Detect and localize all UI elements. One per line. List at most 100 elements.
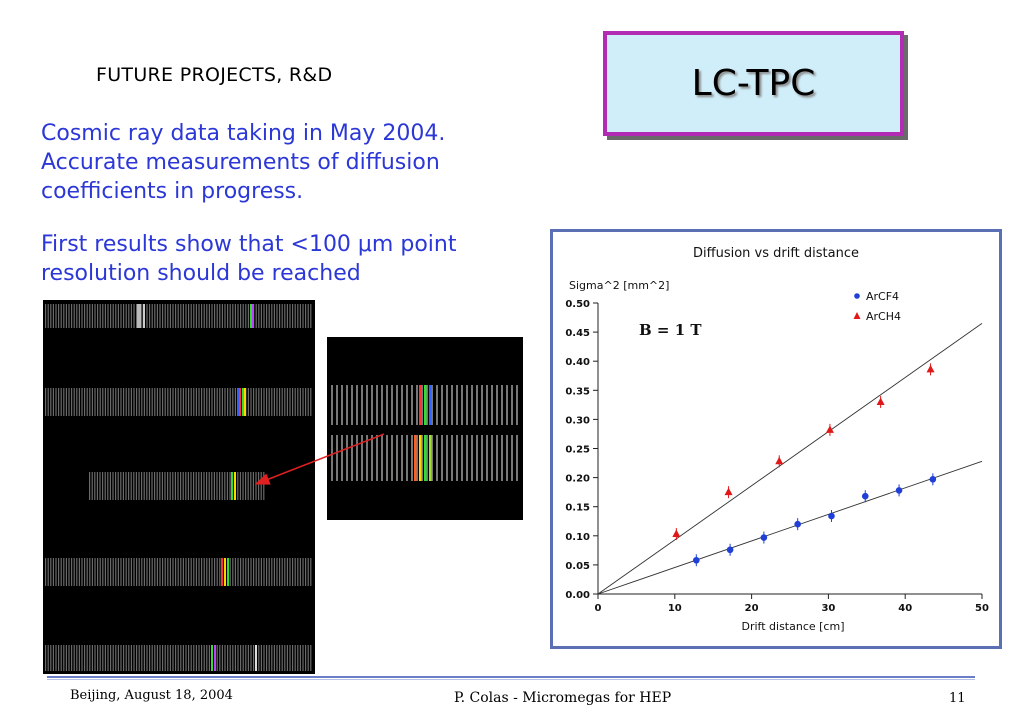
event-pad: [203, 304, 205, 328]
event-pad: [120, 304, 122, 328]
event-pad: [164, 558, 166, 586]
event-pad: [146, 472, 148, 500]
event-pad: [299, 645, 301, 671]
event-pad: [203, 645, 205, 671]
event-pad: [182, 304, 184, 328]
event-pad: [188, 388, 190, 416]
event-pad: [102, 304, 104, 328]
event-pad: [263, 472, 265, 500]
event-pad: [47, 388, 49, 416]
event-pad: [164, 472, 166, 500]
event-pad: [195, 558, 197, 586]
event-pad: [133, 472, 135, 500]
zoom-pad: [386, 435, 388, 481]
event-pad: [63, 304, 65, 328]
event-pad: [227, 388, 229, 416]
zoom-pad: [456, 385, 458, 425]
zoom-pad: [331, 385, 333, 425]
event-pad: [151, 472, 153, 500]
event-pad: [45, 558, 47, 586]
event-hit: [250, 304, 252, 328]
event-pad: [234, 304, 236, 328]
zoom-pad: [351, 435, 353, 481]
event-pad: [52, 645, 54, 671]
event-pad: [224, 645, 226, 671]
event-pad: [177, 388, 179, 416]
zoom-pad: [416, 385, 418, 425]
zoom-pad: [431, 385, 433, 425]
event-pad: [68, 304, 70, 328]
event-pad: [203, 472, 205, 500]
event-pad: [162, 645, 164, 671]
event-pad: [102, 645, 104, 671]
event-pad: [65, 388, 67, 416]
event-pad: [198, 304, 200, 328]
event-pad: [107, 558, 109, 586]
chart-point-arch4: [825, 425, 834, 433]
event-pad: [99, 645, 101, 671]
zoom-pad: [501, 385, 503, 425]
zoom-hit: [424, 435, 427, 481]
event-pad: [78, 645, 80, 671]
event-pad: [195, 645, 197, 671]
event-pad: [172, 558, 174, 586]
event-pad: [229, 304, 231, 328]
event-pad: [60, 304, 62, 328]
event-pad: [214, 388, 216, 416]
event-pad: [110, 645, 112, 671]
zoom-pad: [426, 435, 428, 481]
event-pad: [149, 388, 151, 416]
event-pad: [268, 645, 270, 671]
event-pad: [45, 304, 47, 328]
event-pad: [65, 304, 67, 328]
event-pad: [141, 472, 143, 500]
event-pad: [216, 645, 218, 671]
event-pad: [154, 558, 156, 586]
event-pad: [125, 645, 127, 671]
event-pad: [120, 388, 122, 416]
event-pad: [237, 472, 239, 500]
zoom-pad: [406, 435, 408, 481]
event-pad: [164, 388, 166, 416]
event-pad: [89, 472, 91, 500]
zoom-pad: [346, 435, 348, 481]
event-pad: [227, 304, 229, 328]
event-pad: [104, 558, 106, 586]
event-pad: [84, 558, 86, 586]
chart-y-tick-label: 0.40: [565, 357, 590, 368]
event-pad: [201, 388, 203, 416]
event-pad: [237, 304, 239, 328]
event-pad: [120, 472, 122, 500]
event-pad: [110, 388, 112, 416]
legend-label-arcf4: ArCF4: [866, 290, 899, 303]
event-pad: [154, 472, 156, 500]
chart-y-tick-label: 0.00: [565, 590, 590, 601]
event-pad: [143, 472, 145, 500]
event-pad: [73, 304, 75, 328]
event-pad: [201, 558, 203, 586]
zoom-pad: [391, 435, 393, 481]
event-pad: [107, 645, 109, 671]
chart-fit-line-arch4: [597, 323, 983, 595]
event-pad: [237, 558, 239, 586]
event-pad: [76, 645, 78, 671]
zoom-pad: [451, 385, 453, 425]
event-pad: [190, 304, 192, 328]
event-pad: [206, 645, 208, 671]
event-pad: [47, 645, 49, 671]
event-pad: [120, 645, 122, 671]
event-pad: [208, 645, 210, 671]
zoom-pad: [421, 435, 423, 481]
event-pad: [292, 388, 294, 416]
event-pad: [206, 558, 208, 586]
event-pad: [307, 645, 309, 671]
event-pad: [55, 645, 57, 671]
event-pad: [115, 388, 117, 416]
event-pad: [266, 388, 268, 416]
event-pad: [63, 558, 65, 586]
event-pad: [203, 388, 205, 416]
event-pad: [266, 645, 268, 671]
event-pad: [252, 472, 254, 500]
zoom-pad: [381, 385, 383, 425]
event-pad: [263, 304, 265, 328]
